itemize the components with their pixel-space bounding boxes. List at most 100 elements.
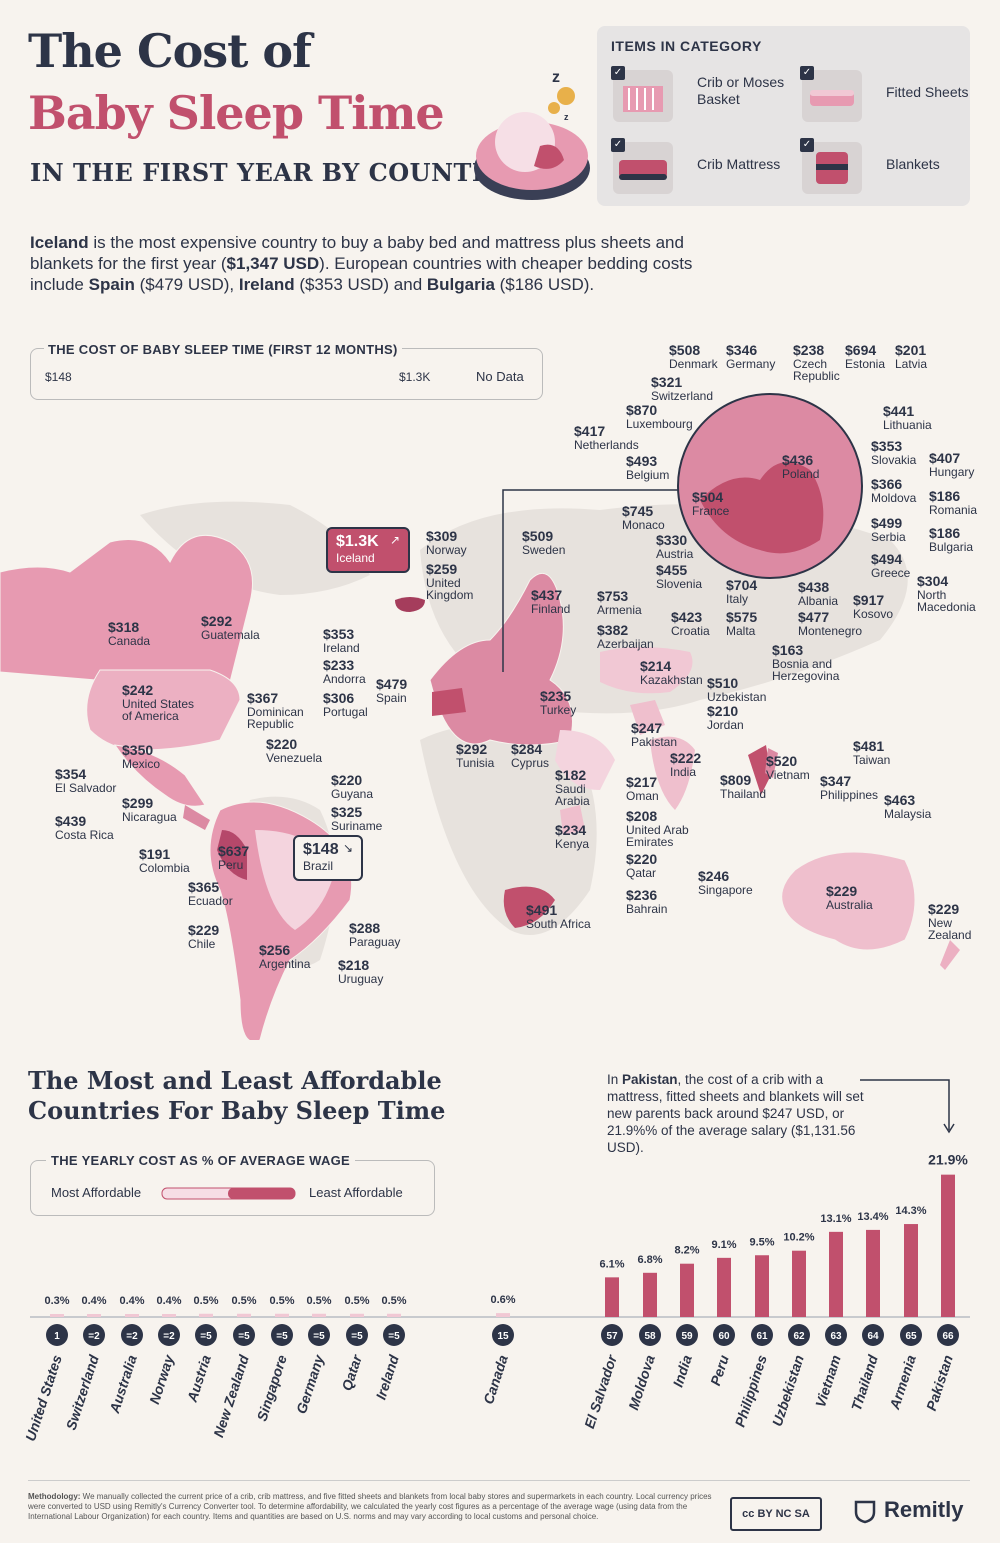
map-label: $182 Saudi Arabia (555, 768, 590, 808)
map-label: $509 Sweden (522, 529, 565, 557)
map-label-country: Macedonia (917, 600, 976, 614)
map-label: $704 Italy (726, 578, 757, 606)
map-legend-title: THE COST OF BABY SLEEP TIME (FIRST 12 MO… (44, 342, 402, 357)
check-icon: ✓ (800, 66, 814, 80)
rank-badge (121, 1324, 143, 1346)
map-label: $441 Lithuania (883, 403, 932, 432)
map-label-country: Costa Rica (55, 828, 114, 842)
map-label: $477 Montenegro (798, 610, 863, 638)
map-label: $694 Estonia (845, 343, 885, 371)
region-central-america (183, 805, 210, 830)
map-label-country: Bulgaria (929, 540, 974, 554)
map-label-country: Andorra (323, 672, 366, 686)
map-label-country: Lithuania (883, 418, 932, 432)
legend-gradient (161, 1187, 296, 1200)
bar-value-label: 0.4% (81, 1295, 106, 1307)
category-label: Vietnam (812, 1353, 844, 1409)
map-label: $809 Thailand (720, 773, 766, 801)
max-callout-country: Iceland (336, 551, 375, 565)
map-label-country: Bosnia and (772, 657, 833, 671)
map-label: $236 Bahrain (626, 888, 668, 916)
map-label-country: Mexico (122, 757, 161, 771)
map-label: $163 Bosnia and Herzegovina (772, 643, 839, 683)
rank-label: 1 (54, 1331, 60, 1342)
map-label-country: Switzerland (651, 389, 714, 403)
map-label-value: $870 (626, 402, 658, 418)
min-callout-country: Brazil (303, 859, 334, 873)
rank-label: =5 (238, 1331, 250, 1342)
note-text: , the cost of a crib with a mattress, fi… (607, 1072, 864, 1155)
rank-badge (825, 1324, 847, 1346)
bar-value-label: 0.5% (306, 1295, 331, 1307)
map-label-country: Bahrain (626, 902, 668, 916)
map-label-country: Nicaragua (122, 810, 177, 824)
category-label: Crib Mattress (697, 156, 781, 172)
svg-text:z: z (552, 69, 560, 86)
legend-low-label: Most Affordable (51, 1185, 142, 1200)
map-label: $350 Mexico (122, 743, 161, 771)
map-label: $191 Colombia (139, 847, 190, 875)
map-label: $259 United Kingdom (426, 562, 473, 602)
bar (496, 1313, 510, 1317)
map-label: $407 Hungary (929, 451, 975, 479)
region-iceland (395, 597, 425, 612)
map-label-country: Cyprus (511, 756, 550, 770)
map-label: $210 Jordan (707, 703, 744, 732)
map-label-country: Czech (793, 357, 828, 371)
rank-label: 63 (830, 1331, 842, 1342)
map-label-value: $210 (707, 703, 739, 719)
category-label: Austria (183, 1353, 213, 1405)
map-label-value: $481 (853, 738, 885, 754)
map-label-country: Philippines (820, 788, 879, 802)
bar-value-label: 9.1% (711, 1239, 736, 1251)
note-highlight: Pakistan (622, 1072, 678, 1087)
methodology: Methodology: We manually collected the c… (28, 1492, 718, 1522)
bar-value-label: 13.4% (857, 1211, 888, 1223)
bar (904, 1224, 918, 1317)
check-icon: ✓ (611, 66, 625, 80)
map-label-value: $463 (884, 792, 916, 808)
bar (237, 1313, 251, 1317)
map-label-country: Netherlands (574, 438, 639, 452)
map-label: $220 Qatar (626, 852, 657, 880)
map-label-value: $353 (871, 438, 903, 454)
map-label: $745 Monaco (622, 504, 665, 532)
rank-badge (308, 1324, 330, 1346)
affordability-bar-chart: 0.3% 1 United States 0.4% =2 Switzerland 0.4% =… (22, 1152, 970, 1443)
map-label-value: $441 (883, 403, 915, 419)
map-label: $325 Suriname (331, 805, 382, 833)
bar-value-label: 9.5% (749, 1236, 774, 1248)
rank-label: 66 (942, 1331, 954, 1342)
rank-label: =5 (276, 1331, 288, 1342)
map-label-country: Slovenia (656, 577, 703, 591)
map-label-country: Singapore (698, 883, 753, 897)
intro-highlight: Spain (88, 275, 135, 294)
map-label-value: $479 (376, 676, 408, 692)
map-label-country: Republic (247, 717, 294, 731)
map-label-value: $382 (597, 622, 629, 638)
map-label-value: $229 (826, 883, 858, 899)
world-map (0, 370, 960, 1040)
map-label: $575 Malta (726, 609, 758, 638)
map-label: $201 Latvia (895, 343, 927, 371)
bar-value-label: 0.3% (44, 1295, 69, 1307)
bar (829, 1231, 843, 1317)
map-label-value: $321 (651, 374, 683, 390)
map-label-value: $575 (726, 609, 758, 625)
map-label-country: Guatemala (201, 628, 260, 642)
intro-highlight: Ireland (238, 275, 295, 294)
map-label-value: $292 (456, 741, 488, 757)
bar (162, 1314, 176, 1317)
fitted-sheets-icon (802, 70, 862, 122)
min-callout: $148 Brazil ↘ (293, 835, 363, 881)
map-label-value: $229 (928, 901, 960, 917)
map-label-country: Hungary (929, 465, 975, 479)
map-label: $247 Pakistan (631, 721, 677, 749)
bar (680, 1263, 694, 1317)
region-kazakhstan (600, 647, 693, 694)
intro-text: ($353 USD) and (294, 275, 427, 294)
map-label-country: Germany (726, 357, 776, 371)
map-label-country: Montenegro (798, 624, 863, 638)
bar-value-label: 0.5% (231, 1295, 256, 1307)
map-label: $220 Venezuela (266, 737, 322, 765)
